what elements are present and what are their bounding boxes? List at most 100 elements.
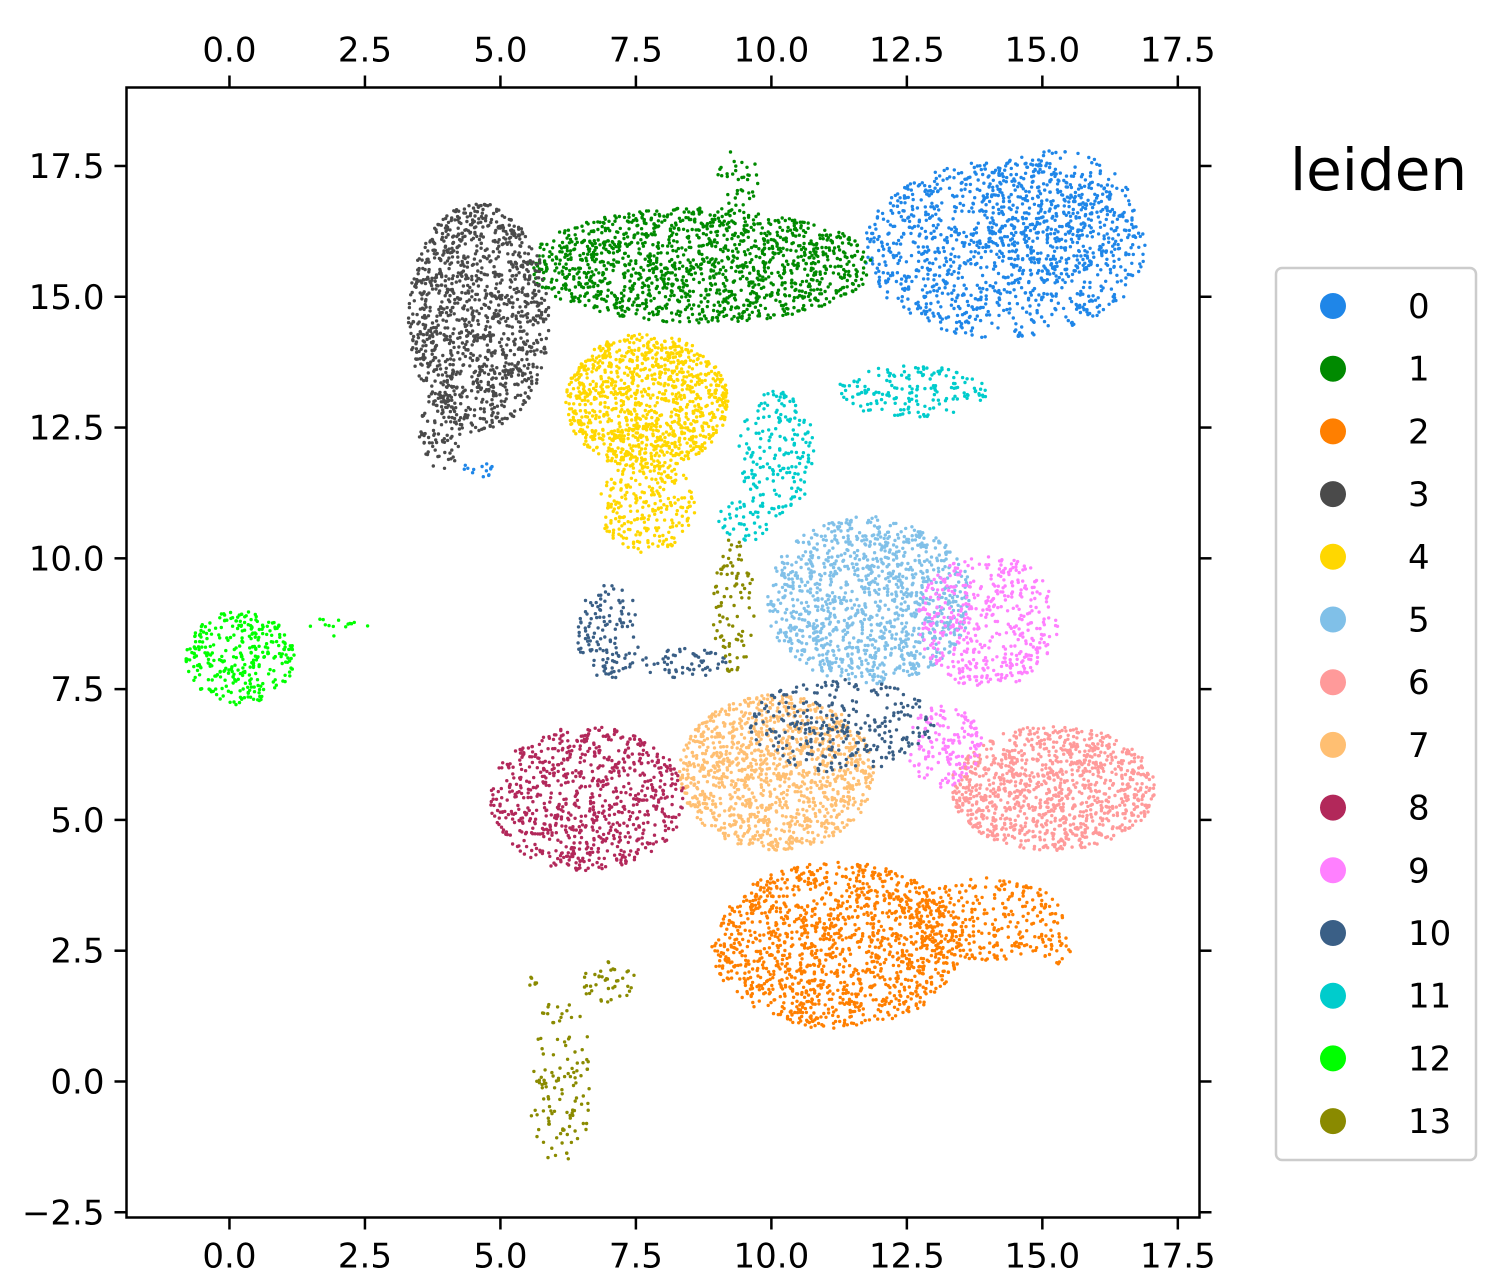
point (435, 314, 439, 318)
point (1069, 237, 1074, 241)
point (742, 175, 746, 179)
point (1099, 209, 1103, 213)
point (652, 296, 656, 301)
point (854, 272, 858, 277)
point (1012, 183, 1016, 187)
point (914, 275, 918, 279)
point (414, 347, 419, 351)
point (914, 1003, 918, 1008)
point (430, 321, 435, 325)
point (1104, 217, 1109, 222)
point (645, 278, 649, 282)
point (997, 928, 1001, 932)
point (791, 1020, 795, 1025)
point (1082, 280, 1087, 284)
point (1045, 228, 1049, 232)
point (564, 262, 568, 266)
point (1031, 898, 1035, 902)
point (790, 285, 794, 289)
point (597, 271, 601, 275)
point (808, 284, 812, 288)
point (932, 179, 937, 184)
point (815, 287, 820, 291)
point (660, 306, 664, 311)
point (1031, 169, 1036, 174)
point (560, 269, 564, 273)
point (935, 182, 939, 186)
point (881, 1017, 885, 1021)
point (876, 1017, 880, 1021)
point (809, 988, 813, 992)
point (1054, 150, 1058, 155)
point (1110, 184, 1114, 188)
point (495, 282, 499, 286)
point (639, 211, 643, 216)
point (927, 920, 931, 924)
point (1043, 954, 1047, 958)
point (783, 985, 788, 989)
point (823, 271, 827, 275)
point (791, 887, 795, 892)
point (1092, 202, 1096, 206)
point (987, 240, 991, 244)
point (1039, 315, 1044, 319)
point (741, 937, 745, 942)
point (757, 282, 761, 287)
point (1025, 918, 1029, 923)
point (800, 918, 804, 923)
point (1002, 879, 1006, 883)
point (806, 294, 811, 299)
point (778, 906, 782, 911)
point (434, 287, 438, 291)
point (805, 904, 810, 909)
point (742, 224, 746, 228)
point (988, 236, 992, 240)
point (623, 242, 628, 246)
point (460, 341, 465, 345)
point (1115, 217, 1120, 221)
point (723, 932, 727, 936)
point (908, 311, 913, 315)
point (815, 279, 819, 283)
point (746, 959, 750, 963)
point (921, 885, 925, 889)
point (768, 910, 772, 914)
point (1017, 932, 1021, 936)
point (1048, 190, 1052, 194)
point (962, 230, 966, 235)
point (1019, 942, 1024, 946)
point (892, 994, 897, 998)
point (758, 905, 762, 909)
point (1036, 164, 1041, 168)
point (785, 878, 789, 882)
point (754, 937, 759, 941)
point (837, 865, 841, 869)
point (1035, 194, 1040, 198)
point (933, 955, 938, 959)
point (1090, 205, 1095, 210)
point (1012, 288, 1016, 292)
point (805, 980, 810, 984)
point (659, 276, 663, 280)
point (697, 280, 701, 285)
point (715, 233, 719, 238)
point (807, 241, 812, 246)
point (738, 277, 743, 281)
point (736, 250, 740, 254)
point (924, 210, 928, 214)
point (847, 260, 851, 264)
point (746, 173, 750, 177)
point (599, 251, 604, 255)
point (765, 916, 770, 920)
point (751, 228, 756, 232)
point (918, 969, 922, 973)
point (829, 907, 833, 911)
point (968, 175, 972, 179)
point (1077, 270, 1082, 274)
point (448, 362, 452, 367)
point (1046, 254, 1050, 258)
point (620, 313, 625, 317)
point (631, 213, 636, 217)
point (1023, 240, 1028, 245)
point (1049, 928, 1053, 932)
